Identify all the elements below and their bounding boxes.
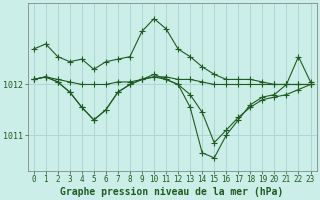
X-axis label: Graphe pression niveau de la mer (hPa): Graphe pression niveau de la mer (hPa)	[60, 186, 284, 197]
